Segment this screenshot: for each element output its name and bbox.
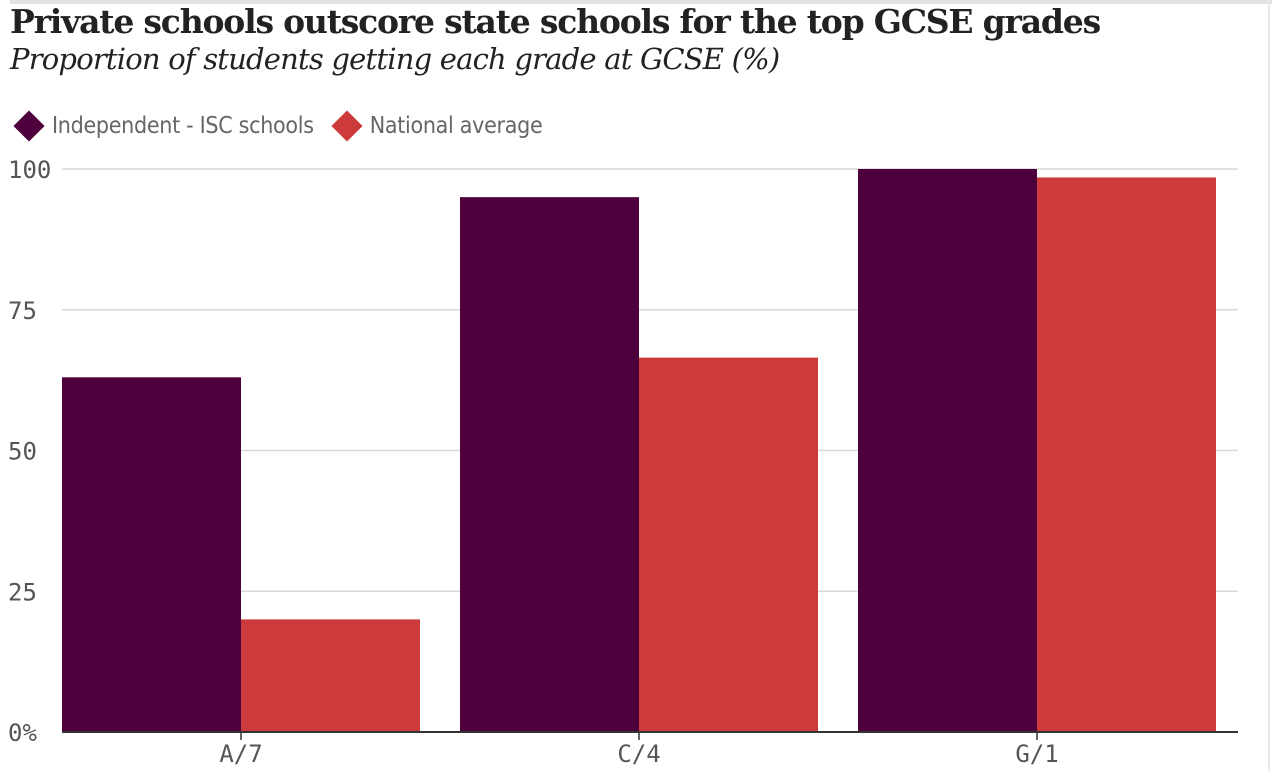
x-tick-label: C/4	[617, 740, 660, 768]
y-tick-label: 0%	[8, 719, 37, 747]
legend-swatch-national	[331, 110, 363, 142]
legend-item-independent: Independent - ISC schools	[13, 110, 314, 142]
chart-subtitle: Proportion of students getting each grad…	[10, 42, 780, 76]
legend-label-national: National average	[369, 113, 543, 139]
bar	[858, 169, 1037, 732]
right-rule	[1268, 0, 1270, 771]
bar	[241, 619, 420, 732]
bar-chart: 0% 25 50 75 100 A/7 C/4 G/1	[8, 156, 1238, 768]
legend-swatch-independent	[13, 110, 45, 142]
chart-legend: Independent - ISC schools National avera…	[13, 106, 560, 146]
y-tick-label: 100	[8, 156, 51, 184]
chart-title: Private schools outscore state schools f…	[10, 2, 1101, 41]
legend-label-independent: Independent - ISC schools	[52, 113, 314, 139]
x-tick-label: A/7	[219, 740, 262, 768]
legend-item-national: National average	[331, 110, 543, 142]
bar	[62, 377, 241, 732]
bar	[1037, 177, 1216, 732]
y-tick-label: 50	[8, 438, 37, 466]
top-rule	[10, 0, 1272, 4]
bar	[460, 197, 639, 732]
bar	[639, 357, 818, 732]
y-tick-label: 75	[8, 297, 37, 325]
y-tick-label: 25	[8, 578, 37, 606]
x-tick-label: G/1	[1015, 740, 1058, 768]
